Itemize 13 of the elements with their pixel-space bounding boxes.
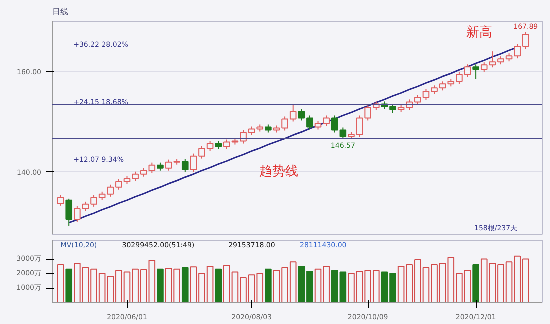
bar: [66, 268, 73, 302]
bar: [215, 268, 222, 302]
candlestick: [57, 194, 64, 206]
candlestick: [472, 64, 480, 80]
annotation: 新高: [466, 24, 493, 40]
candlestick: [66, 198, 73, 226]
bar: [157, 268, 164, 302]
bar: [472, 264, 480, 302]
bar: [265, 268, 272, 302]
candlestick: [182, 158, 189, 173]
bar: [182, 267, 189, 302]
chart-title: 日线: [52, 8, 68, 16]
annotation: 趋势线: [260, 164, 299, 180]
